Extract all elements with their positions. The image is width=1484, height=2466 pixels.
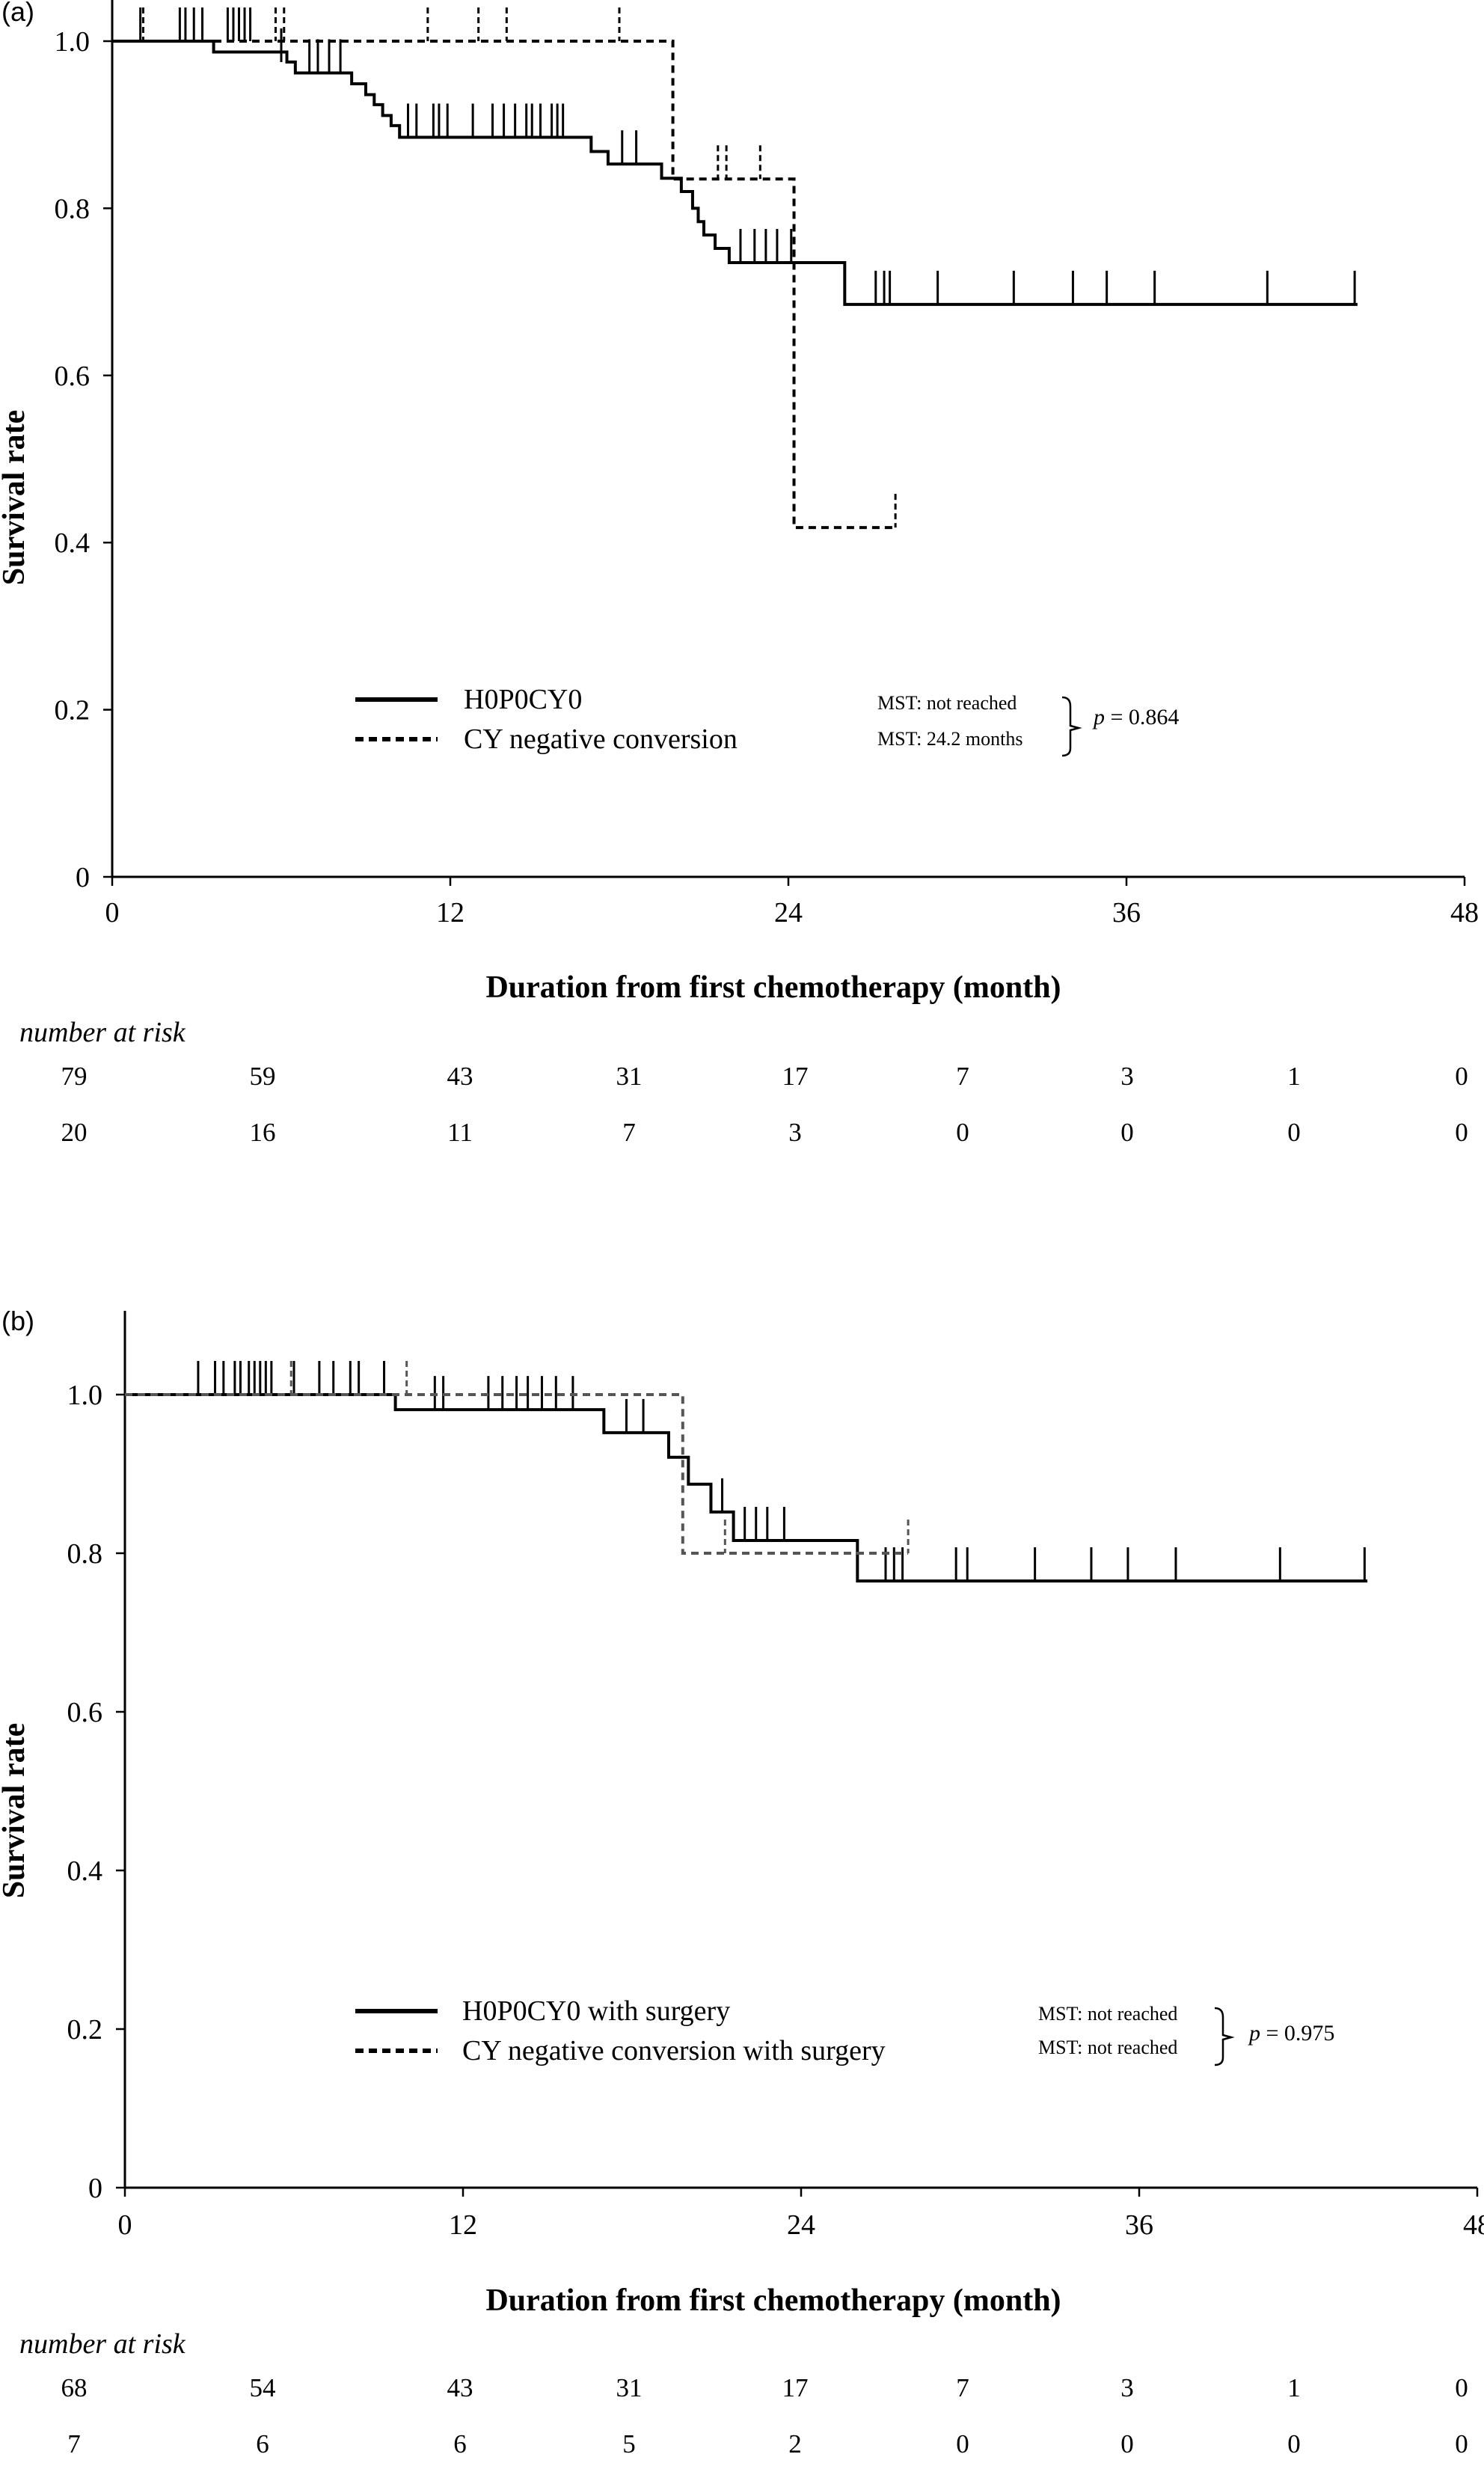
x-tick-label: 24	[774, 897, 803, 928]
y-tick-label: 0.8	[67, 1538, 103, 1570]
risk-cell: 0	[1455, 2373, 1468, 2402]
panel-b-p-value: p = 0.975	[1248, 2021, 1334, 2046]
risk-cell: 7	[622, 1118, 636, 1147]
risk-cell: 2	[788, 2429, 802, 2459]
risk-cell: 68	[61, 2373, 88, 2402]
y-tick-label: 0.4	[55, 527, 91, 559]
risk-cell: 3	[1120, 1062, 1134, 1091]
risk-cell: 0	[1455, 1118, 1468, 1147]
risk-cell: 0	[1120, 2429, 1134, 2459]
risk-cell: 54	[250, 2373, 276, 2402]
risk-cell: 0	[1120, 1118, 1134, 1147]
x-tick-label: 36	[1125, 2209, 1153, 2241]
risk-cell: 5	[622, 2429, 636, 2459]
panel-b-risk-title: number at risk	[19, 2328, 186, 2360]
panel-a-series	[112, 7, 1358, 530]
x-tick-label: 0	[105, 897, 120, 928]
risk-cell: 3	[1120, 2373, 1134, 2402]
panel-b-series	[125, 1361, 1368, 1583]
risk-cell: 0	[1287, 2429, 1301, 2459]
risk-cell: 59	[250, 1062, 276, 1091]
panel-b-risk-table: 68 54 43 31 17 7 3 1 07 6 6 5 2 0 0 0 0	[61, 2373, 1468, 2459]
risk-cell: 0	[1455, 2429, 1468, 2459]
panel-a-x-axis-title: Duration from first chemotherapy (month)	[485, 970, 1061, 1005]
x-tick-label: 48	[1463, 2209, 1484, 2241]
panel-b-stats: MST: not reached MST: not reached p = 0.…	[1038, 2003, 1334, 2066]
risk-cell: 6	[453, 2429, 467, 2459]
panel-b-legend: H0P0CY0 with surgery CY negative convers…	[355, 1995, 886, 2066]
panel-b: (b) Survival rate 01224364800.20.40.60.8…	[0, 1306, 1484, 2459]
panel-b-ticks: 0 12 24 36 48 0 0.2 0.4 0.6 0.8 1.0	[67, 1380, 1484, 2241]
panel-b-label: (b)	[1, 1306, 34, 1336]
y-tick-label: 0.2	[55, 695, 91, 726]
panel-a-risk-title: number at risk	[19, 1017, 186, 1048]
panel-b-y-axis-title: Survival rate	[0, 1723, 31, 1898]
risk-cell: 3	[788, 1118, 802, 1147]
panel-a-risk-table: 79 59 43 31 17 7 3 1 020 16 11 7 3 0 0 0 0	[61, 1062, 1468, 1147]
risk-cell: 20	[61, 1118, 88, 1147]
panel-a-axes	[111, 0, 1465, 878]
panel-a-mst-1: MST: not reached	[877, 692, 1017, 714]
y-tick-label: 0.8	[55, 193, 91, 224]
panel-a-bracket	[1061, 696, 1082, 757]
risk-cell: 0	[956, 1118, 969, 1147]
risk-cell: 16	[250, 1118, 276, 1147]
panel-a-mst-2: MST: 24.2 months	[877, 728, 1022, 750]
risk-cell: 79	[61, 1062, 88, 1091]
panel-a-ticks: 0 12 24 36 48 0 0.2 0.4 0.6 0.8 1.0	[55, 26, 1480, 928]
risk-cell: 6	[256, 2429, 269, 2459]
risk-cell: 7	[956, 1062, 969, 1091]
panel-b-mst-2: MST: not reached	[1038, 2037, 1177, 2058]
panel-b-x-axis-title: Duration from first chemotherapy (month)	[485, 2283, 1061, 2318]
risk-cell: 7	[956, 2373, 969, 2402]
x-tick-label: 24	[787, 2209, 815, 2241]
y-tick-label: 1.0	[67, 1380, 103, 1411]
risk-cell: 17	[782, 2373, 809, 2402]
risk-cell: 31	[616, 1062, 643, 1091]
y-tick-label: 0.2	[67, 2014, 103, 2046]
y-tick-label: 0.4	[67, 1855, 103, 1887]
y-tick-label: 0.6	[55, 361, 91, 392]
panel-b-legend-2: CY negative conversion with surgery	[462, 2035, 886, 2066]
y-tick-label: 0.6	[67, 1697, 103, 1728]
risk-cell: 11	[447, 1118, 473, 1147]
x-tick-label: 36	[1112, 897, 1141, 928]
panel-a-legend-2: CY negative conversion	[464, 723, 738, 755]
series-line-2	[125, 1393, 909, 1555]
x-tick-label: 12	[449, 2209, 477, 2241]
panel-a-legend-1: H0P0CY0	[464, 684, 582, 715]
panel-b-legend-1: H0P0CY0 with surgery	[462, 1995, 730, 2027]
panel-a: (a) Survival rate 0 12 24 36 48 0 0.2 0.4 0.6 0.8…	[0, 0, 1479, 1147]
y-tick-label: 0	[76, 862, 90, 893]
series-line-1	[112, 40, 1358, 306]
risk-cell: 31	[616, 2373, 643, 2402]
risk-cell: 0	[956, 2429, 969, 2459]
panel-a-label: (a)	[1, 0, 34, 27]
panel-a-y-axis-title: Survival rate	[0, 410, 31, 585]
risk-cell: 1	[1287, 1062, 1301, 1091]
panel-a-stats: MST: not reached MST: 24.2 months p = 0.…	[877, 692, 1179, 757]
x-tick-label: 12	[436, 897, 464, 928]
risk-cell: 17	[782, 1062, 809, 1091]
risk-cell: 0	[1287, 1118, 1301, 1147]
y-tick-label: 1.0	[55, 26, 91, 58]
risk-cell: 1	[1287, 2373, 1301, 2402]
risk-cell: 43	[447, 2373, 473, 2402]
series-line-2	[112, 40, 896, 530]
x-tick-label: 48	[1450, 897, 1479, 928]
x-tick-label: 0	[118, 2209, 132, 2241]
panel-a-p-value: p = 0.864	[1092, 705, 1179, 729]
series-line-1	[125, 1393, 1368, 1583]
y-tick-label: 0	[88, 2173, 102, 2204]
panel-a-legend: H0P0CY0 CY negative conversion	[355, 684, 738, 755]
panel-b-mst-1: MST: not reached	[1038, 2003, 1177, 2025]
risk-cell: 0	[1455, 1062, 1468, 1091]
panel-b-bracket	[1214, 2007, 1235, 2066]
risk-cell: 7	[67, 2429, 81, 2459]
risk-cell: 43	[447, 1062, 473, 1091]
